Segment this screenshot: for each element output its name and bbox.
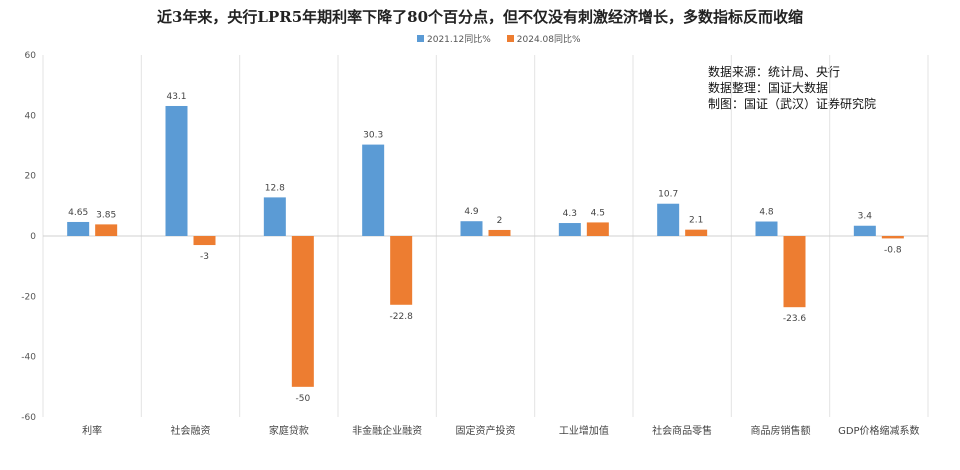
chart-title: 近3年来，央行LPR5年期利率下降了80个百分点，但不仅没有刺激经济增长，多数指… — [156, 8, 804, 26]
bar-series-2 — [881, 236, 904, 239]
y-tick-label: 20 — [25, 172, 37, 182]
bar-series-2 — [291, 236, 314, 387]
source-note: 数据来源：统计局、央行 数据整理：国证大数据 制图：国证（武汉）证券研究院 — [708, 64, 876, 112]
source-note-line-3: 制图：国证（武汉）证券研究院 — [708, 97, 877, 111]
data-label-series-1: 30.3 — [363, 131, 383, 141]
bar-series-1 — [558, 223, 581, 236]
bar-series-1 — [460, 221, 483, 236]
y-tick-label: -20 — [21, 292, 36, 302]
bar-series-1 — [657, 203, 680, 236]
data-label-series-2: 4.5 — [591, 208, 605, 218]
legend-item-series-2: 2024.08同比% — [506, 32, 581, 45]
y-tick-label: 40 — [25, 111, 37, 121]
x-category-label: 商品房销售额 — [751, 424, 811, 437]
y-tick-label: 0 — [30, 232, 36, 242]
bar-series-2 — [193, 236, 216, 246]
data-label-series-2: -50 — [295, 394, 310, 404]
data-label-series-2: -3 — [200, 252, 209, 262]
data-label-series-2: 3.85 — [96, 210, 116, 220]
data-label-series-1: 4.8 — [759, 208, 774, 218]
legend-label-series-2: 2024.08同比% — [516, 35, 581, 45]
bar-series-1 — [853, 225, 876, 236]
bar-series-2 — [685, 229, 708, 236]
bar-series-2 — [783, 236, 806, 308]
legend-swatch-series-1 — [417, 35, 424, 42]
data-label-series-1: 12.8 — [265, 183, 285, 193]
legend-item-series-1: 2021.12同比% — [417, 32, 491, 45]
data-label-series-1: 4.3 — [563, 209, 577, 219]
data-label-series-2: -0.8 — [884, 245, 902, 255]
data-label-series-1: 43.1 — [166, 92, 186, 102]
legend-label-series-1: 2021.12同比% — [427, 35, 491, 45]
x-category-label: 社会融资 — [171, 424, 211, 437]
y-tick-label: 60 — [25, 51, 37, 61]
data-label-series-2: -23.6 — [783, 314, 807, 324]
bar-series-1 — [67, 221, 90, 236]
y-tick-label: -60 — [21, 413, 36, 423]
bar-series-2 — [95, 224, 118, 236]
data-label-series-2: -22.8 — [390, 312, 414, 322]
legend: 2021.12同比% 2024.08同比% — [417, 32, 581, 45]
source-note-line-1: 数据来源：统计局、央行 — [708, 65, 841, 79]
y-tick-label: -40 — [21, 353, 36, 363]
data-label-series-1: 3.4 — [858, 212, 873, 222]
data-label-series-1: 10.7 — [658, 190, 678, 200]
data-label-series-1: 4.9 — [464, 207, 479, 217]
bar-series-2 — [488, 229, 511, 236]
bar-series-1 — [263, 197, 286, 236]
x-category-label: 非金融企业融资 — [352, 424, 422, 437]
bar-series-1 — [362, 144, 385, 236]
data-label-series-2: 2 — [497, 216, 503, 226]
bar-series-1 — [165, 105, 188, 237]
legend-swatch-series-2 — [506, 35, 514, 42]
x-category-label: 家庭贷款 — [269, 424, 309, 437]
data-label-series-2: 2.1 — [689, 216, 703, 226]
source-note-line-2: 数据整理：国证大数据 — [708, 81, 829, 95]
bar-series-2 — [586, 222, 609, 236]
x-category-label: GDP价格缩减系数 — [838, 424, 919, 437]
data-label-series-1: 4.65 — [68, 208, 88, 218]
bar-series-2 — [390, 236, 413, 305]
bar-series-1 — [755, 221, 778, 236]
x-category-label: 固定资产投资 — [456, 424, 516, 437]
x-category-label: 工业增加值 — [559, 424, 609, 437]
x-category-label: 利率 — [82, 424, 102, 437]
x-category-label: 社会商品零售 — [652, 424, 712, 437]
